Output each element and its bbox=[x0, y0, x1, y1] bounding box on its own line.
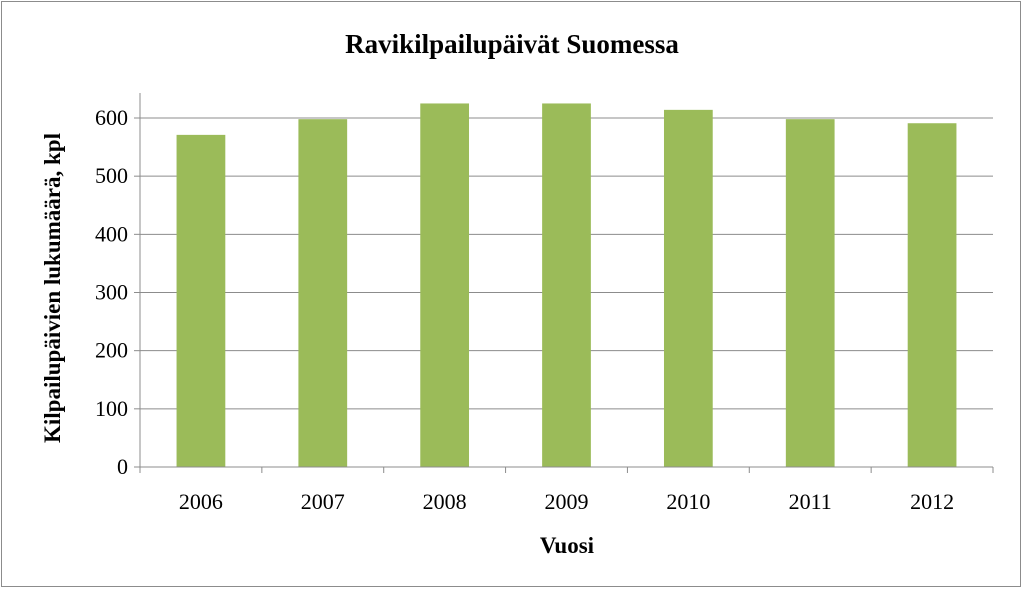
x-axis-label: Vuosi bbox=[540, 533, 595, 558]
y-tick-label: 300 bbox=[95, 280, 128, 305]
x-tick-label-2010: 2010 bbox=[666, 489, 710, 514]
bar-2011 bbox=[785, 119, 835, 467]
y-tick-label: 100 bbox=[95, 396, 128, 421]
x-tick-label-2009: 2009 bbox=[545, 489, 589, 514]
axes bbox=[134, 93, 994, 473]
y-axis-label: Kilpailupäivien lukumäärä, kpl bbox=[40, 133, 65, 443]
bar-2012 bbox=[907, 123, 957, 468]
y-tick-label: 0 bbox=[117, 454, 128, 479]
y-tick-label: 500 bbox=[95, 163, 128, 188]
x-tick-label-2006: 2006 bbox=[179, 489, 223, 514]
bar-2010 bbox=[663, 109, 713, 468]
y-tick-labels: 0 100 200 300 400 500 600 bbox=[95, 105, 128, 479]
y-tick-label: 200 bbox=[95, 338, 128, 363]
chart-title: Ravikilpailupäivät Suomessa bbox=[345, 29, 679, 59]
bar-2009 bbox=[542, 103, 591, 467]
x-tick-label-2012: 2012 bbox=[910, 489, 954, 514]
bar-2006 bbox=[176, 134, 226, 467]
y-tick-label: 400 bbox=[95, 221, 128, 246]
bar-2008 bbox=[420, 103, 470, 467]
bars bbox=[176, 103, 957, 468]
x-tick-label-2011: 2011 bbox=[789, 489, 832, 514]
x-tick-label-2007: 2007 bbox=[301, 489, 345, 514]
bar-2007 bbox=[298, 119, 348, 467]
x-tick-labels: 2006 2007 2008 2009 2010 2011 2012 bbox=[179, 489, 954, 514]
x-tick-label-2008: 2008 bbox=[423, 489, 467, 514]
y-tick-label: 600 bbox=[95, 105, 128, 130]
